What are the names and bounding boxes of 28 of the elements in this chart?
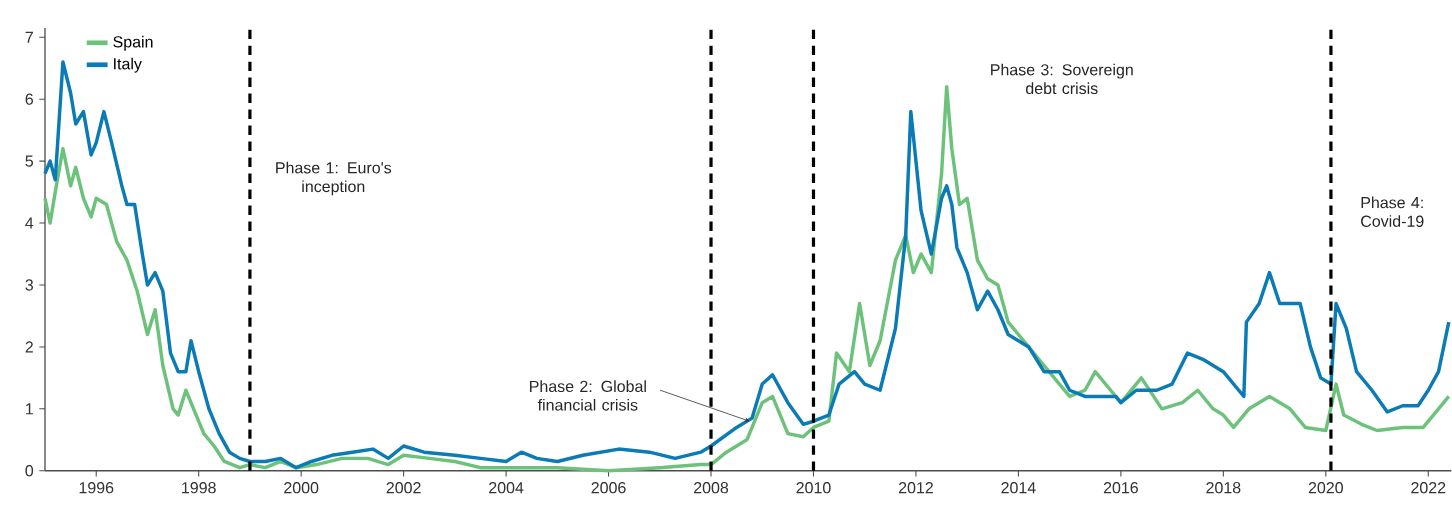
- x-tick-label: 2006: [591, 482, 626, 494]
- x-tick-label: 2010: [796, 482, 831, 494]
- annotation: Phase 2: Global financial crisis: [530, 380, 646, 411]
- x-tick-label: 2012: [898, 482, 933, 494]
- y-tick-label: 5: [25, 155, 34, 167]
- y-tick-label: 4: [25, 217, 34, 229]
- x-tick-label: 1996: [79, 482, 114, 494]
- y-tick-label: 1: [26, 403, 33, 415]
- y-tick-label: 7: [25, 31, 33, 43]
- x-tick-label: 2022: [1411, 482, 1446, 494]
- legend-label: Spain: [113, 35, 153, 51]
- y-tick-label: 0: [25, 465, 34, 477]
- x-tick-label: 2004: [489, 482, 524, 494]
- x-tick-label: 2020: [1308, 482, 1343, 494]
- x-tick-label: 2008: [694, 482, 729, 494]
- x-tick-label: 2014: [1001, 482, 1036, 494]
- annotation: Phase 4: Covid-19: [1361, 196, 1424, 228]
- annotation: Phase 1: Euro's inception: [276, 161, 392, 196]
- y-tick-label: 6: [25, 93, 34, 105]
- y-tick-label: 3: [25, 279, 34, 291]
- annotation: Phase 3: Sovereign debt crisis: [991, 63, 1133, 95]
- x-tick-label: 1998: [182, 482, 216, 494]
- x-tick-label: 2018: [1206, 482, 1241, 494]
- x-tick-label: 2000: [284, 482, 319, 494]
- x-tick-label: 2002: [386, 482, 421, 494]
- legend-label: Italy: [114, 57, 142, 73]
- x-tick-label: 2016: [1103, 482, 1138, 494]
- y-tick-label: 2: [25, 341, 33, 353]
